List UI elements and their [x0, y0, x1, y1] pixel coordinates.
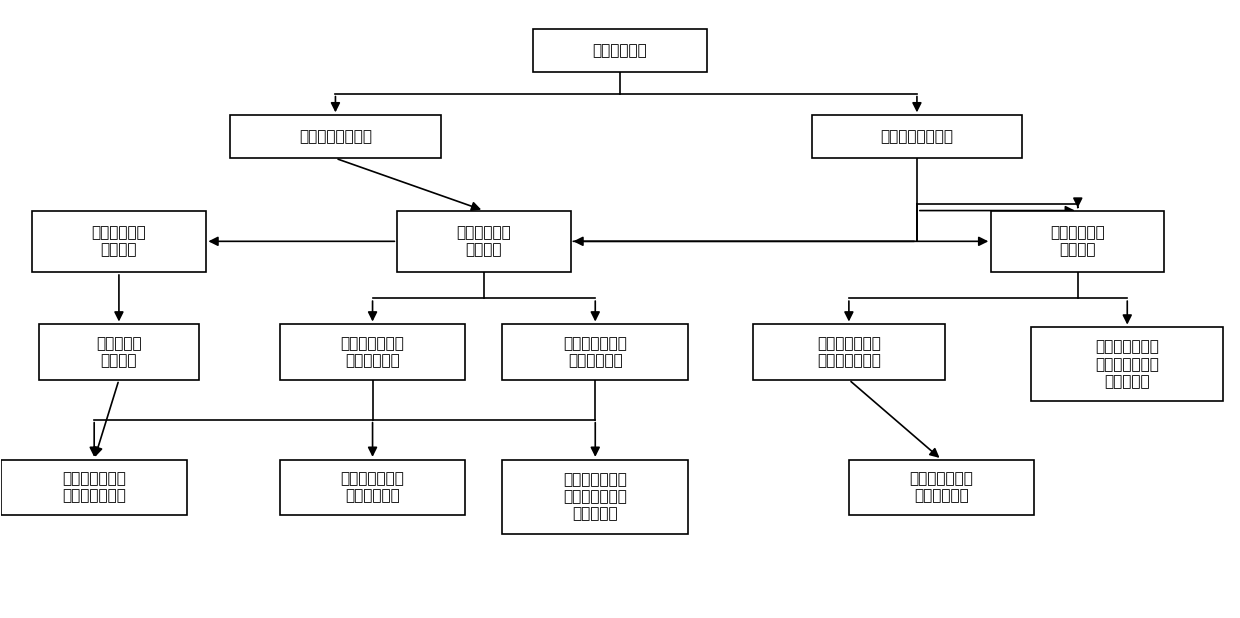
FancyBboxPatch shape [753, 324, 945, 379]
Text: 二次供水温度与
一次流量、二次
侧因素有关: 二次供水温度与 一次流量、二次 侧因素有关 [1095, 339, 1159, 389]
FancyBboxPatch shape [812, 115, 1022, 158]
FancyBboxPatch shape [1032, 328, 1223, 401]
Text: 一、二次供水
温度有关: 一、二次供水 温度有关 [456, 225, 511, 258]
FancyBboxPatch shape [397, 211, 570, 272]
FancyBboxPatch shape [991, 211, 1164, 272]
FancyBboxPatch shape [849, 460, 1034, 515]
Text: 二次供水温度恒定: 二次供水温度恒定 [299, 129, 372, 144]
Text: 一、二次供水
温度无关: 一、二次供水 温度无关 [92, 225, 146, 258]
Text: 二次供水温度变化: 二次供水温度变化 [880, 129, 954, 144]
FancyBboxPatch shape [32, 211, 206, 272]
Text: 二次供水温度: 二次供水温度 [593, 43, 647, 58]
FancyBboxPatch shape [38, 324, 200, 379]
Text: 二次供水温度与
一次流量有关: 二次供水温度与 一次流量有关 [341, 471, 404, 504]
FancyBboxPatch shape [533, 29, 707, 72]
Text: 二次供水温度与
室外温度有关: 二次供水温度与 室外温度有关 [563, 336, 627, 368]
Text: 二次供水温度与
室外温度无关: 二次供水温度与 室外温度无关 [341, 336, 404, 368]
FancyBboxPatch shape [231, 115, 440, 158]
Text: 自主调节，
温度不变: 自主调节， 温度不变 [97, 336, 141, 368]
Text: 二次供水温度与
一次流量、二次
侧因素有关: 二次供水温度与 一次流量、二次 侧因素有关 [563, 472, 627, 522]
FancyBboxPatch shape [502, 324, 688, 379]
Text: 二次供水温度与
一次流量有关: 二次供水温度与 一次流量有关 [910, 471, 973, 504]
Text: 二次供水温度受
二次侧因素影响: 二次供水温度受 二次侧因素影响 [62, 471, 126, 504]
Text: 二次供水温度受
二次侧因素影响: 二次供水温度受 二次侧因素影响 [817, 336, 880, 368]
FancyBboxPatch shape [1, 460, 187, 515]
FancyBboxPatch shape [280, 460, 465, 515]
FancyBboxPatch shape [502, 460, 688, 533]
Text: 一、二次供水
温度无关: 一、二次供水 温度无关 [1050, 225, 1105, 258]
FancyBboxPatch shape [280, 324, 465, 379]
